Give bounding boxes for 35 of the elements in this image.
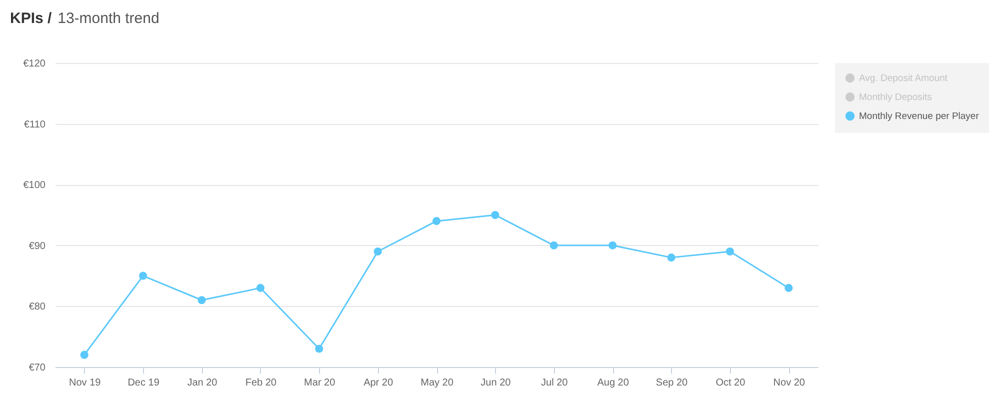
point [608,241,617,250]
y-tick-label: €110 [24,119,46,130]
point [550,241,558,250]
point [491,210,500,220]
point [667,254,676,262]
x-tick-label: Sep 20 [656,378,688,388]
y-tick-label: €80 [28,302,46,313]
chart-subtitle: 13-month trend [58,10,160,27]
chart-title: KPIs / [10,10,53,27]
x-tick-label: Dec 19 [128,378,160,388]
y-tick-label: €120 [23,58,46,70]
x-tick-label: Jul 20 [541,378,568,388]
point [784,284,793,292]
y-tick-label: €90 [28,240,46,252]
x-tick-label: Feb 20 [245,378,277,388]
x-tick-label: Aug 20 [597,378,630,388]
point [726,247,734,256]
point [315,344,324,353]
x-tick-label: Jan 20 [187,378,218,388]
x-tick-label: Oct 20 [716,378,746,388]
x-tick-label: Jun 20 [480,378,512,388]
y-tick-label: €70 [28,362,46,374]
legend-label: Monthly Revenue per Player [859,111,979,122]
x-tick-label: Nov 19 [69,378,102,388]
x-tick-label: May 20 [420,378,454,388]
point [256,284,264,292]
point [80,350,88,359]
x-tick-label: Nov 20 [773,378,806,388]
point [198,296,206,304]
point [139,272,148,280]
y-tick-label: €100 [23,180,46,192]
x-tick-label: Mar 20 [304,378,336,388]
point [432,217,441,226]
point [374,247,382,256]
x-tick-label: Apr 20 [364,378,394,388]
